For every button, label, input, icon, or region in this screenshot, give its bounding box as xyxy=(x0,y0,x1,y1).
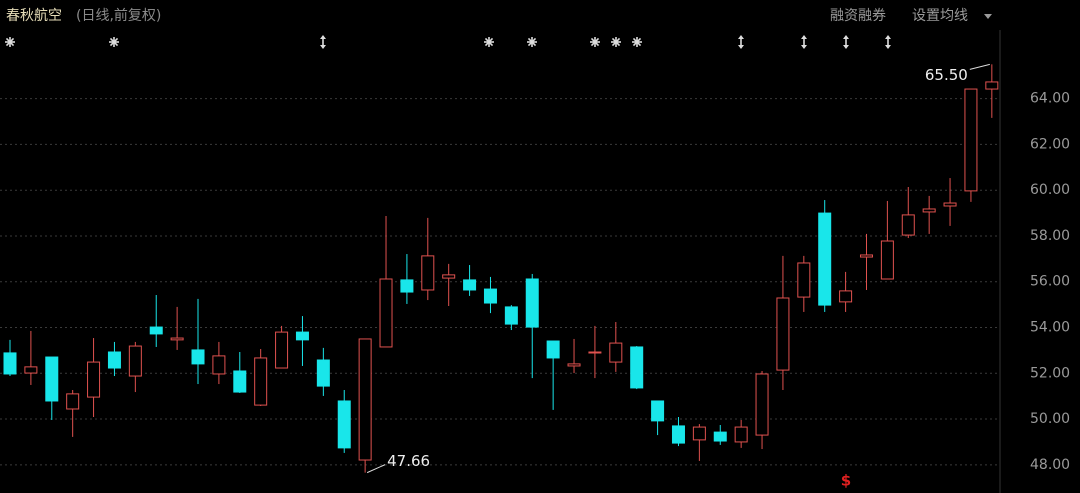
y-tick-label: 60.00 xyxy=(1030,182,1070,198)
candle-body xyxy=(400,279,414,293)
candle-body xyxy=(734,426,748,443)
y-tick-label: 64.00 xyxy=(1030,91,1070,107)
candle-body xyxy=(985,81,999,90)
candle-body xyxy=(87,361,101,398)
candle-body xyxy=(567,363,581,367)
candle-body xyxy=(630,346,644,389)
y-tick-label: 62.00 xyxy=(1030,136,1070,152)
candle-body xyxy=(776,297,790,371)
y-tick-label: 54.00 xyxy=(1030,320,1070,336)
candle-body xyxy=(233,370,247,393)
candle-body xyxy=(421,255,435,291)
event-icons xyxy=(5,35,891,49)
candle-body xyxy=(755,373,769,436)
y-tick-label: 50.00 xyxy=(1030,411,1070,427)
min-label: 47.66 xyxy=(387,452,430,470)
asterisk-icon xyxy=(590,37,600,47)
asterisk-icon xyxy=(109,37,119,47)
candle-body xyxy=(692,426,706,441)
candle-body xyxy=(713,431,727,442)
candle-body xyxy=(504,306,518,325)
candle-body xyxy=(66,393,80,410)
candle-body xyxy=(797,262,811,298)
event-marker: $ xyxy=(841,472,851,490)
candle-body xyxy=(170,337,184,341)
max-label: 65.50 xyxy=(925,66,968,84)
candle-body xyxy=(275,331,289,369)
candle-body xyxy=(107,351,121,369)
candle-body xyxy=(191,349,205,365)
candle-body xyxy=(880,240,894,280)
candle-body xyxy=(149,326,163,335)
candle-body xyxy=(212,355,226,375)
candle-body xyxy=(546,340,560,359)
candle-body xyxy=(922,208,936,213)
asterisk-icon xyxy=(484,37,494,47)
stock-name: 春秋航空 xyxy=(6,8,62,24)
candle-body xyxy=(964,88,978,192)
split-icon xyxy=(885,35,891,49)
split-icon xyxy=(801,35,807,49)
split-icon xyxy=(843,35,849,49)
candle-body xyxy=(901,214,915,236)
max-arrow xyxy=(969,63,990,70)
y-tick-label: 58.00 xyxy=(1030,228,1070,244)
candle-body xyxy=(24,366,38,374)
candle-body xyxy=(295,331,309,341)
split-icon xyxy=(320,35,326,49)
asterisk-icon xyxy=(527,37,537,47)
dropdown-arrow[interactable] xyxy=(984,14,992,19)
candle-body xyxy=(943,202,957,207)
candle-body xyxy=(128,345,142,377)
candle-body xyxy=(254,357,268,406)
candle-body xyxy=(818,212,832,306)
y-tick-label: 48.00 xyxy=(1030,457,1070,473)
candle-body xyxy=(859,254,873,258)
candle-body xyxy=(651,400,665,422)
candle-body xyxy=(839,290,853,303)
candle-body xyxy=(45,356,59,402)
y-tick-label: 52.00 xyxy=(1030,365,1070,381)
min-arrow xyxy=(366,464,386,474)
candle-body xyxy=(609,342,623,363)
candle-body xyxy=(358,338,372,461)
split-icon xyxy=(738,35,744,49)
ma-button[interactable]: 设置均线 xyxy=(912,8,968,24)
asterisk-icon xyxy=(632,37,642,47)
candle-body xyxy=(3,352,17,375)
candle-body xyxy=(525,278,539,328)
y-tick-label: 56.00 xyxy=(1030,274,1070,290)
candle-body xyxy=(483,288,497,304)
candle-body xyxy=(316,359,330,387)
margin-button[interactable]: 融资融券 xyxy=(830,8,886,24)
candle-body xyxy=(463,279,477,291)
candle-body xyxy=(337,400,351,449)
asterisk-icon xyxy=(5,37,15,47)
candle-body xyxy=(379,278,393,348)
asterisk-icon xyxy=(611,37,621,47)
candle-body xyxy=(442,274,456,279)
candle-body xyxy=(671,425,685,444)
candle-body xyxy=(588,351,602,354)
chart-mode: (日线,前复权) xyxy=(76,7,161,24)
